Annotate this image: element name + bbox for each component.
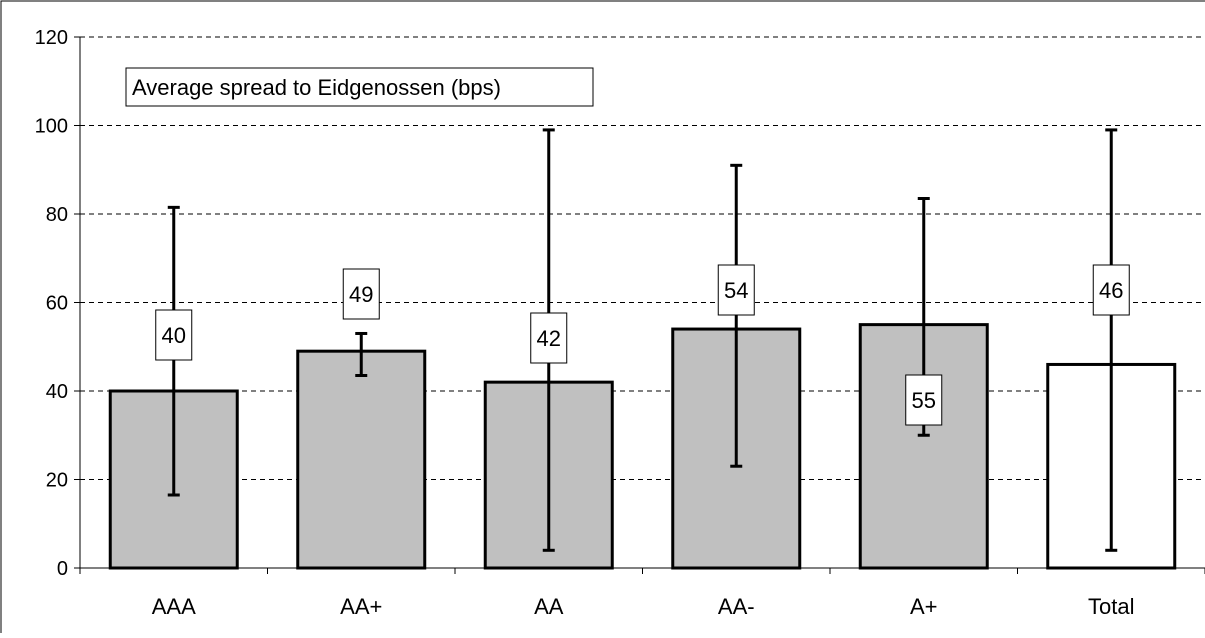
data-label-box <box>342 268 380 320</box>
x-tick-label: AAA <box>152 594 196 619</box>
data-label-box <box>905 374 943 426</box>
bar-AA+ <box>296 349 427 570</box>
y-tick-label: 20 <box>46 470 68 492</box>
data-label-A+: 55 <box>912 388 936 413</box>
x-tick-label: AA <box>534 594 564 619</box>
chart-title-box: Average spread to Eidgenossen (bps) <box>125 67 594 107</box>
x-tick-label: Total <box>1088 594 1134 619</box>
data-label-AA: 42 <box>537 326 561 351</box>
y-tick-label: 100 <box>35 116 68 138</box>
axes: 0 20 40 60 80 100 120 AAA AA+ AA AA- A+ Total <box>35 27 1205 619</box>
data-labels: 40 49 42 54 55 46 <box>155 264 1130 426</box>
data-label-box <box>530 312 568 364</box>
x-tick-label: AA+ <box>340 594 382 619</box>
y-tick-label: 80 <box>46 204 68 226</box>
chart-title-frame <box>125 67 594 107</box>
gridlines <box>80 36 1205 480</box>
y-tick-label: 60 <box>46 293 68 315</box>
data-label-Total: 46 <box>1099 278 1123 303</box>
x-tick-label: AA- <box>718 594 755 619</box>
y-tick-label: 120 <box>35 27 68 49</box>
chart-title: Average spread to Eidgenossen (bps) <box>132 75 501 100</box>
data-label-AAA: 40 <box>162 323 186 348</box>
data-label-box <box>1092 264 1130 316</box>
data-label-box <box>155 309 193 361</box>
data-label-AA+: 49 <box>349 282 373 307</box>
y-tick-label: 0 <box>57 558 68 580</box>
data-label-box <box>717 264 755 316</box>
x-tick-label: A+ <box>910 594 938 619</box>
y-tick-label: 40 <box>46 381 68 403</box>
data-label-AA-: 54 <box>724 278 748 303</box>
